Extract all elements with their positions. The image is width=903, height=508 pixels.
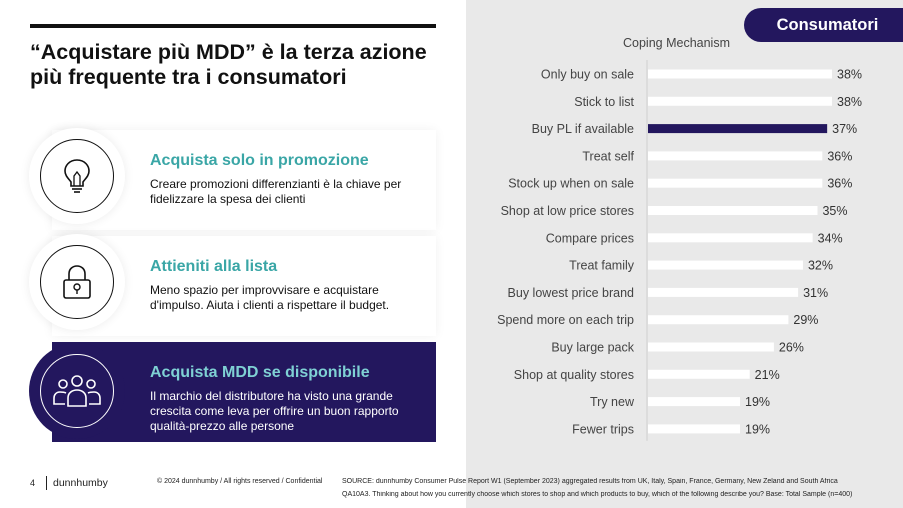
card-title: Acquista solo in promozione — [150, 152, 369, 169]
page-number: 4 — [30, 478, 36, 488]
data-label: 29% — [793, 313, 818, 327]
icon-circle — [29, 128, 125, 224]
bar — [648, 206, 818, 215]
people-group-icon — [53, 375, 101, 407]
icon-circle — [29, 343, 125, 439]
footer-divider — [46, 476, 47, 490]
title-rule — [30, 24, 436, 28]
chart-panel — [466, 0, 903, 508]
copyright: © 2024 dunnhumby / All rights reserved /… — [157, 478, 323, 485]
bar-chart: Only buy on sale 38% Stick to list 38% Buy P… — [497, 60, 862, 441]
bar — [648, 342, 774, 352]
brand-name: dunnhumby — [53, 477, 108, 489]
bar — [648, 124, 828, 134]
data-label: 21% — [755, 368, 780, 382]
data-label: 19% — [745, 395, 770, 409]
bar — [648, 315, 789, 325]
bar — [648, 424, 740, 434]
category-label: Treat family — [569, 259, 635, 273]
data-label: 26% — [779, 341, 804, 355]
left-panel: “Acquistare più MDD” è la terza azione p… — [29, 24, 436, 442]
bar — [648, 233, 813, 243]
data-label: 37% — [832, 122, 857, 136]
lightbulb-icon — [64, 159, 90, 193]
source-note: SOURCE: dunnhumby Consumer Pulse Report … — [342, 478, 838, 485]
category-label: Treat self — [582, 149, 634, 163]
category-label: Shop at low price stores — [501, 204, 634, 218]
section-tag: Consumatori — [744, 8, 903, 42]
data-label: 32% — [808, 259, 833, 273]
data-label: 38% — [837, 95, 862, 109]
page-title: “Acquistare più MDD” è la terza azione p… — [30, 40, 427, 89]
category-label: Stick to list — [574, 95, 634, 109]
category-label: Only buy on sale — [541, 68, 634, 82]
card-title: Attieniti alla lista — [150, 258, 278, 275]
bar — [648, 369, 750, 379]
card-text: Creare promozioni differenzianti è la ch… — [150, 177, 402, 206]
category-label: Spend more on each trip — [497, 313, 634, 327]
bar — [648, 96, 832, 106]
card-list: Attieniti alla lista Meno spazio per imp… — [52, 236, 436, 336]
category-label: Compare prices — [546, 231, 634, 245]
card-text: Il marchio del distributore ha visto una… — [150, 389, 399, 433]
lock-icon — [63, 265, 91, 299]
category-label: Buy PL if available — [532, 122, 634, 136]
icon-circle — [29, 234, 125, 330]
bar — [648, 260, 803, 270]
category-label: Stock up when on sale — [508, 177, 634, 191]
bar — [648, 287, 799, 297]
data-label: 38% — [837, 68, 862, 82]
bar — [648, 69, 832, 79]
card-title: Acquista MDD se disponibile — [150, 364, 370, 381]
card-text: Meno spazio per improvvisare e acquistar… — [150, 283, 390, 312]
category-label: Buy large pack — [551, 341, 634, 355]
data-label: 19% — [745, 422, 770, 436]
data-label: 36% — [827, 177, 852, 191]
category-label: Shop at quality stores — [514, 368, 634, 382]
chart-title: Coping Mechanism — [623, 36, 730, 50]
data-label: 31% — [803, 286, 828, 300]
bar — [648, 151, 823, 161]
category-label: Fewer trips — [572, 422, 634, 436]
data-label: 35% — [822, 204, 847, 218]
data-label: 34% — [818, 231, 843, 245]
bar — [648, 178, 823, 188]
category-label: Buy lowest price brand — [508, 286, 635, 300]
data-label: 36% — [827, 149, 852, 163]
bar — [648, 397, 740, 407]
category-label: Try new — [590, 395, 635, 409]
question-note: QA10A3. Thinking about how you currently… — [342, 491, 853, 498]
